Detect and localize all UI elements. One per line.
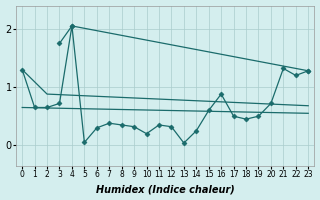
X-axis label: Humidex (Indice chaleur): Humidex (Indice chaleur)	[96, 184, 235, 194]
